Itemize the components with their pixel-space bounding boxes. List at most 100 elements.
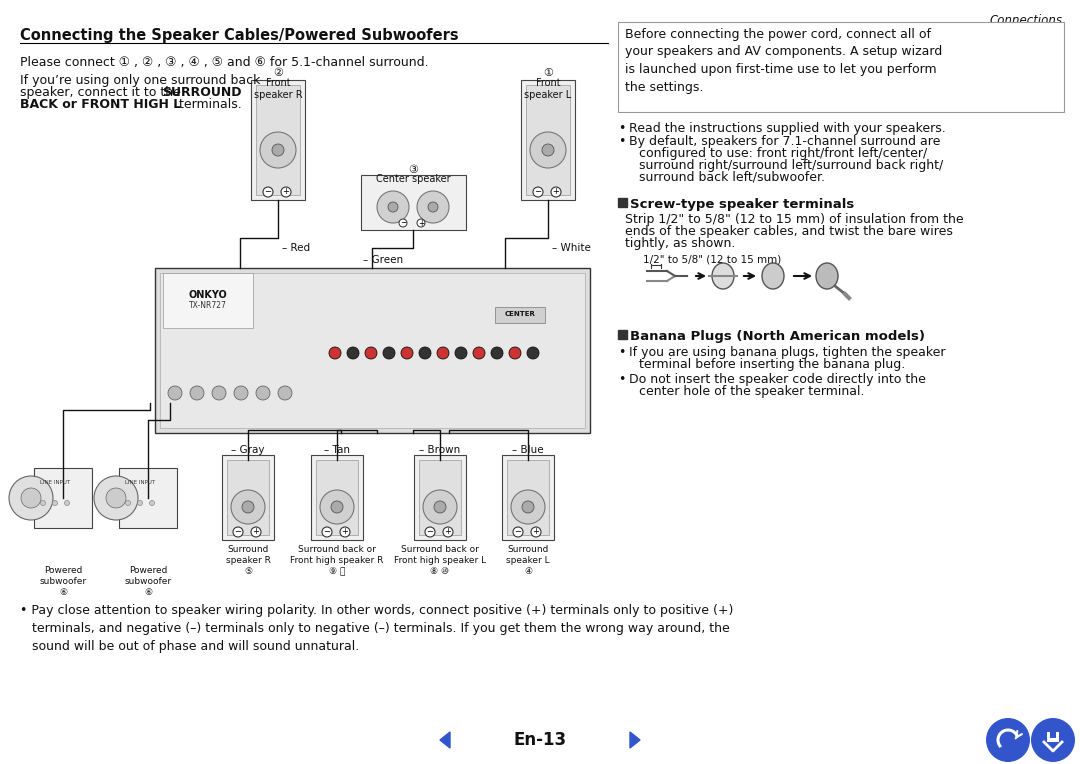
Text: surround right/surround left/surround back right/: surround right/surround left/surround ba… — [639, 159, 943, 172]
Circle shape — [443, 527, 453, 537]
Text: terminal before inserting the banana plug.: terminal before inserting the banana plu… — [639, 358, 905, 371]
Text: Center speaker: Center speaker — [376, 174, 450, 184]
Text: Screw-type speaker terminals: Screw-type speaker terminals — [630, 198, 854, 211]
Circle shape — [377, 191, 409, 223]
Text: subwoofer: subwoofer — [40, 577, 86, 586]
Text: ②: ② — [273, 68, 283, 78]
Circle shape — [320, 490, 354, 524]
Text: Banana Plugs (North American models): Banana Plugs (North American models) — [630, 330, 924, 343]
Circle shape — [231, 490, 265, 524]
Text: – Gray: – Gray — [231, 445, 265, 455]
Circle shape — [125, 500, 131, 506]
Bar — [502, 455, 554, 540]
Text: −: − — [427, 527, 433, 536]
Text: Strip 1/2" to 5/8" (12 to 15 mm) of insulation from the: Strip 1/2" to 5/8" (12 to 15 mm) of insu… — [625, 213, 963, 226]
Bar — [222, 455, 274, 540]
Text: ⑥: ⑥ — [144, 588, 152, 597]
Text: ONKYO: ONKYO — [189, 290, 228, 300]
Circle shape — [278, 386, 292, 400]
Text: configured to use: front right/front left/center/: configured to use: front right/front lef… — [639, 147, 928, 160]
Circle shape — [65, 500, 69, 506]
Bar — [316, 460, 357, 535]
Text: ⑨ ⑪: ⑨ ⑪ — [328, 567, 346, 576]
Circle shape — [551, 187, 561, 197]
Circle shape — [260, 132, 296, 168]
Circle shape — [511, 490, 545, 524]
Circle shape — [388, 202, 399, 212]
Circle shape — [428, 202, 438, 212]
Bar — [1047, 732, 1059, 742]
Circle shape — [149, 500, 154, 506]
Bar — [160, 273, 585, 428]
Text: Powered: Powered — [129, 566, 167, 575]
Text: −: − — [535, 187, 541, 196]
Text: subwoofer: subwoofer — [124, 577, 172, 586]
Circle shape — [423, 490, 457, 524]
Circle shape — [21, 488, 41, 508]
Bar — [251, 80, 305, 200]
Bar — [311, 455, 363, 540]
Text: •: • — [618, 346, 625, 359]
Ellipse shape — [816, 263, 838, 289]
Circle shape — [434, 501, 446, 513]
Text: center hole of the speaker terminal.: center hole of the speaker terminal. — [639, 385, 864, 398]
Circle shape — [94, 476, 138, 520]
Text: Front
speaker R: Front speaker R — [254, 78, 302, 99]
Circle shape — [527, 347, 539, 359]
Bar — [256, 85, 300, 195]
Text: +: + — [418, 219, 424, 228]
Circle shape — [419, 347, 431, 359]
Text: • Pay close attention to speaker wiring polarity. In other words, connect positi: • Pay close attention to speaker wiring … — [21, 604, 733, 653]
Circle shape — [329, 347, 341, 359]
Text: ends of the speaker cables, and twist the bare wires: ends of the speaker cables, and twist th… — [625, 225, 953, 238]
Bar — [414, 455, 465, 540]
Circle shape — [426, 527, 435, 537]
Text: Surround: Surround — [508, 545, 549, 554]
Bar — [526, 85, 570, 195]
Circle shape — [542, 144, 554, 156]
Ellipse shape — [762, 263, 784, 289]
Text: – White: – White — [552, 243, 591, 253]
Circle shape — [322, 527, 332, 537]
Circle shape — [522, 501, 534, 513]
Text: Please connect ① , ② , ③ , ④ , ⑤ and ⑥ for 5.1-channel surround.: Please connect ① , ② , ③ , ④ , ⑤ and ⑥ f… — [21, 56, 429, 69]
Bar — [419, 460, 461, 535]
Text: SURROUND: SURROUND — [162, 86, 242, 99]
Circle shape — [365, 347, 377, 359]
Circle shape — [534, 187, 543, 197]
Text: Front high speaker L: Front high speaker L — [394, 556, 486, 565]
Text: tightly, as shown.: tightly, as shown. — [625, 237, 735, 250]
Circle shape — [531, 527, 541, 537]
Circle shape — [986, 718, 1030, 762]
Circle shape — [212, 386, 226, 400]
Polygon shape — [630, 732, 640, 748]
Text: +: + — [253, 527, 259, 536]
Text: Front high speaker R: Front high speaker R — [291, 556, 383, 565]
Text: ③: ③ — [408, 165, 418, 175]
Text: Powered: Powered — [44, 566, 82, 575]
Circle shape — [509, 347, 521, 359]
Text: −: − — [400, 219, 406, 228]
Circle shape — [417, 219, 426, 227]
Circle shape — [190, 386, 204, 400]
Text: +: + — [341, 527, 349, 536]
Circle shape — [41, 500, 45, 506]
Circle shape — [340, 527, 350, 537]
Text: ⑥: ⑥ — [59, 588, 67, 597]
Bar — [495, 307, 545, 323]
Text: En-13: En-13 — [513, 731, 567, 749]
Bar — [507, 460, 549, 535]
Text: ⑤: ⑤ — [244, 567, 252, 576]
Text: speaker R: speaker R — [226, 556, 270, 565]
Ellipse shape — [712, 263, 734, 289]
Text: Surround back or: Surround back or — [401, 545, 478, 554]
Circle shape — [530, 132, 566, 168]
Circle shape — [251, 527, 261, 537]
Bar — [618, 198, 627, 207]
Text: If you are using banana plugs, tighten the speaker: If you are using banana plugs, tighten t… — [629, 346, 945, 359]
Text: speaker, connect it to the: speaker, connect it to the — [21, 86, 185, 99]
Bar — [1050, 732, 1056, 738]
Bar — [163, 273, 253, 328]
Circle shape — [264, 187, 273, 197]
Text: – Tan: – Tan — [324, 445, 350, 455]
